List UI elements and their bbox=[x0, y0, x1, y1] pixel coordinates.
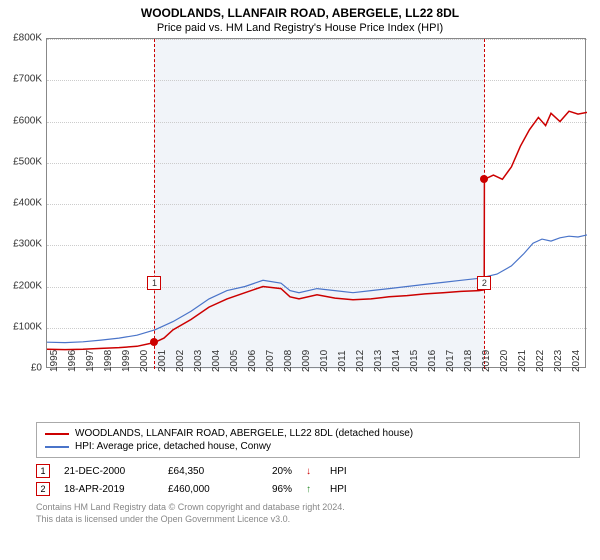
x-tick-label: 2003 bbox=[193, 350, 204, 372]
sale-date: 18-APR-2019 bbox=[64, 484, 154, 495]
chart-title: WOODLANDS, LLANFAIR ROAD, ABERGELE, LL22… bbox=[0, 0, 600, 20]
sale-row-marker: 2 bbox=[36, 482, 50, 496]
x-tick-label: 2002 bbox=[175, 350, 186, 372]
x-tick-label: 2018 bbox=[463, 350, 474, 372]
legend-swatch bbox=[45, 433, 69, 435]
chart-area: £0£100K£200K£300K£400K£500K£600K£700K£80… bbox=[36, 38, 596, 418]
sale-row-marker: 1 bbox=[36, 464, 50, 478]
footer-line-1: Contains HM Land Registry data © Crown c… bbox=[36, 502, 580, 514]
y-tick-label: £700K bbox=[13, 74, 42, 85]
y-tick-label: £300K bbox=[13, 239, 42, 250]
footer-attribution: Contains HM Land Registry data © Crown c… bbox=[36, 502, 580, 525]
x-tick-label: 2015 bbox=[409, 350, 420, 372]
chart-subtitle: Price paid vs. HM Land Registry's House … bbox=[0, 20, 600, 38]
sale-dot bbox=[150, 338, 158, 346]
x-tick-label: 2012 bbox=[355, 350, 366, 372]
plot-area: 12 bbox=[46, 38, 586, 368]
sale-row: 2 18-APR-2019 £460,000 96% ↑ HPI bbox=[36, 480, 580, 498]
series-lines bbox=[47, 39, 587, 369]
sale-vline bbox=[484, 39, 485, 369]
series-property bbox=[47, 111, 587, 349]
x-tick-label: 2005 bbox=[229, 350, 240, 372]
x-tick-label: 1995 bbox=[49, 350, 60, 372]
y-tick-label: £500K bbox=[13, 156, 42, 167]
sales-table: 1 21-DEC-2000 £64,350 20% ↓ HPI 2 18-APR-2019 £4… bbox=[36, 462, 580, 498]
sale-date: 21-DEC-2000 bbox=[64, 466, 154, 477]
sale-price: £460,000 bbox=[168, 484, 238, 495]
x-tick-label: 1999 bbox=[121, 350, 132, 372]
x-tick-label: 2007 bbox=[265, 350, 276, 372]
x-tick-label: 2021 bbox=[517, 350, 528, 372]
sale-dot bbox=[480, 175, 488, 183]
sale-arrow-icon: ↓ bbox=[306, 466, 316, 477]
x-tick-label: 2023 bbox=[553, 350, 564, 372]
legend-swatch bbox=[45, 446, 69, 448]
legend-label: WOODLANDS, LLANFAIR ROAD, ABERGELE, LL22… bbox=[75, 428, 413, 439]
legend-row: HPI: Average price, detached house, Conw… bbox=[45, 440, 571, 453]
legend-row: WOODLANDS, LLANFAIR ROAD, ABERGELE, LL22… bbox=[45, 427, 571, 440]
sale-marker-box: 1 bbox=[147, 276, 161, 290]
sale-suffix: HPI bbox=[330, 466, 347, 477]
x-tick-label: 2006 bbox=[247, 350, 258, 372]
y-tick-label: £0 bbox=[31, 363, 42, 374]
x-tick-label: 2008 bbox=[283, 350, 294, 372]
x-tick-label: 2001 bbox=[157, 350, 168, 372]
x-tick-label: 2011 bbox=[337, 350, 348, 372]
sale-marker-box: 2 bbox=[477, 276, 491, 290]
sale-suffix: HPI bbox=[330, 484, 347, 495]
x-tick-label: 2017 bbox=[445, 350, 456, 372]
x-tick-label: 2010 bbox=[319, 350, 330, 372]
x-tick-label: 2019 bbox=[481, 350, 492, 372]
x-tick-label: 2009 bbox=[301, 350, 312, 372]
x-tick-label: 2020 bbox=[499, 350, 510, 372]
series-hpi bbox=[47, 235, 587, 343]
y-tick-label: £100K bbox=[13, 321, 42, 332]
x-tick-label: 2014 bbox=[391, 350, 402, 372]
x-tick-label: 1996 bbox=[67, 350, 78, 372]
y-tick-label: £200K bbox=[13, 280, 42, 291]
chart-container: WOODLANDS, LLANFAIR ROAD, ABERGELE, LL22… bbox=[0, 0, 600, 560]
sale-vline bbox=[154, 39, 155, 369]
x-tick-label: 2013 bbox=[373, 350, 384, 372]
x-tick-label: 2004 bbox=[211, 350, 222, 372]
x-tick-label: 1997 bbox=[85, 350, 96, 372]
x-tick-label: 1998 bbox=[103, 350, 114, 372]
legend-label: HPI: Average price, detached house, Conw… bbox=[75, 441, 271, 452]
y-tick-label: £600K bbox=[13, 115, 42, 126]
y-tick-label: £800K bbox=[13, 33, 42, 44]
x-tick-label: 2000 bbox=[139, 350, 150, 372]
legend: WOODLANDS, LLANFAIR ROAD, ABERGELE, LL22… bbox=[36, 422, 580, 458]
x-tick-label: 2022 bbox=[535, 350, 546, 372]
sale-price: £64,350 bbox=[168, 466, 238, 477]
sale-pct: 96% bbox=[252, 484, 292, 495]
x-tick-label: 2024 bbox=[571, 350, 582, 372]
y-tick-label: £400K bbox=[13, 198, 42, 209]
sale-arrow-icon: ↑ bbox=[306, 484, 316, 495]
sale-row: 1 21-DEC-2000 £64,350 20% ↓ HPI bbox=[36, 462, 580, 480]
x-tick-label: 2016 bbox=[427, 350, 438, 372]
footer-line-2: This data is licensed under the Open Gov… bbox=[36, 514, 580, 526]
sale-pct: 20% bbox=[252, 466, 292, 477]
